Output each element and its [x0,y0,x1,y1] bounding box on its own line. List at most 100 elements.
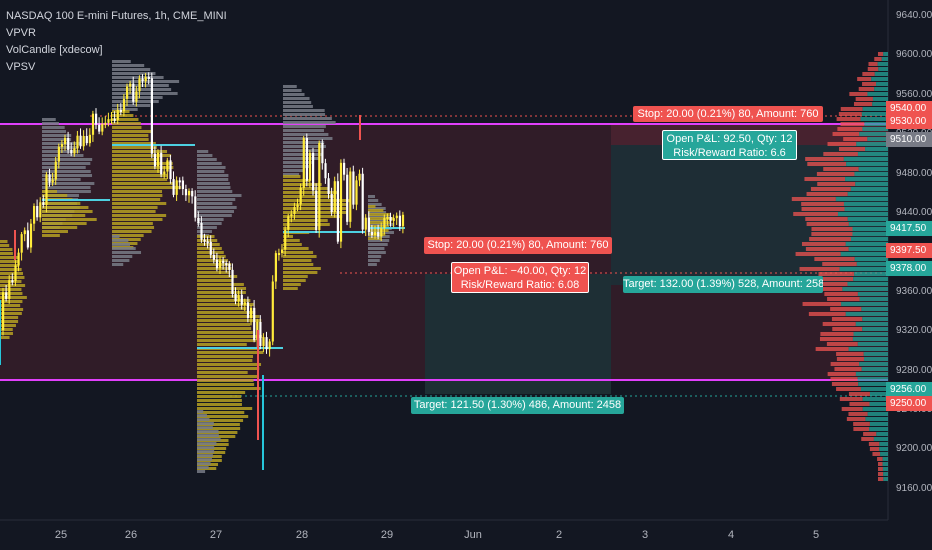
volume-bar [0,300,23,303]
candle-body [98,124,101,132]
symbol-title[interactable]: NASDAQ 100 E-mini Futures, 1h, CME_MINI [6,10,227,22]
volume-bar [197,259,229,262]
vpvr-down-bar [853,422,870,426]
volume-bar [197,450,215,453]
candle-body [51,179,54,183]
stop-label-2[interactable]: Stop: 20.00 (0.21%) 80, Amount: 760 [424,237,612,254]
volume-bar [197,271,231,274]
volume-bar [283,275,308,278]
volume-bar [112,210,156,213]
candle-body [20,234,23,253]
volume-bar [0,328,13,331]
candle-body [153,153,157,167]
price-tick: 9160.00 [896,482,932,494]
vpvr-up-bar [835,197,888,201]
volume-bar [0,336,10,339]
pnl-box-1[interactable]: Open P&L: 92.50, Qty: 12 Risk/Reward Rat… [662,130,797,160]
price-tag: 9378.00 [886,261,932,276]
volume-bar [283,129,324,132]
candle-body [333,181,336,213]
volume-bar [112,259,130,262]
pnl-box-2[interactable]: Open P&L: −40.00, Qty: 12 Risk/Reward Ra… [451,262,589,293]
vpvr-up-bar [862,317,888,321]
volume-bar [368,255,382,258]
indicator-vpvr[interactable]: VPVR [6,27,36,39]
volume-bar [42,214,86,217]
volume-bar [42,138,72,141]
volume-bar [197,194,242,197]
vpvr-down-bar [801,202,844,206]
candle-body [29,223,33,248]
vpvr-down-bar [823,152,858,156]
candle-body [386,216,389,219]
candle-body [5,292,8,299]
vpvr-down-bar [862,82,877,86]
vpvr-up-bar [842,287,888,291]
volume-bar [283,243,302,246]
volume-bar [197,279,233,282]
vpvr-down-bar [802,302,842,306]
target-label-2[interactable]: Target: 121.50 (1.30%) 486, Amount: 2458 [411,397,624,414]
vpvr-up-bar [874,87,888,91]
vpvr-down-bar [836,352,864,356]
vpvr-up-bar [857,152,888,156]
volume-bar [197,150,209,153]
volume-bar [197,166,226,169]
price-tick: 9600.00 [896,49,932,61]
indicator-volcandle[interactable]: VolCandle [xdecow] [6,44,103,56]
volume-bar [368,217,395,220]
vpvr-up-bar [856,262,888,266]
volume-bar [112,88,172,91]
volume-bar [112,243,131,246]
vpvr-up-bar [862,407,888,411]
vpvr-down-bar [831,382,859,386]
candle-body [346,174,349,222]
vpvr-down-bar [818,272,855,276]
indicator-vpsv[interactable]: VPSV [6,61,36,73]
volume-bar [42,146,79,149]
volume-bar [283,227,317,230]
vpvr-up-bar [848,222,888,226]
volume-bar [112,92,178,95]
price-tag: 9397.50 [886,243,932,258]
volume-bar [368,219,388,222]
volume-bar [42,206,89,209]
volume-bar [112,194,163,197]
vpvr-up-bar [853,332,888,336]
volume-bar [283,183,322,186]
vpvr-down-bar [809,237,851,241]
volume-bar [112,202,167,205]
volume-bar [197,446,215,449]
candle-body [200,223,203,240]
candle-body [150,78,153,154]
candle-body [231,269,234,294]
vpvr-up-bar [863,352,888,356]
volume-bar [368,211,387,214]
candle-body [262,337,265,346]
volume-bar [112,235,120,238]
vpvr-up-bar [874,72,888,76]
volume-bar [197,387,261,390]
volume-bar [283,109,325,112]
volume-bar [112,134,149,137]
stop-label-1[interactable]: Stop: 20.00 (0.21%) 80, Amount: 760 [633,106,823,122]
volume-bar [42,226,78,229]
vpvr-down-bar [849,92,868,96]
candle-body [116,109,119,121]
candle-body [228,263,231,270]
volume-bar [197,291,246,294]
volume-bar [197,299,251,302]
time-tick: 27 [209,529,223,541]
vpvr-up-bar [883,472,888,476]
volume-bar [197,359,253,362]
volume-bar [0,268,22,271]
vpvr-down-bar [878,477,884,481]
candle-body [383,218,386,229]
target-label-1[interactable]: Target: 132.00 (1.39%) 528, Amount: 2584 [623,276,823,293]
price-tag: 9510.00 [886,132,932,147]
vpvr-down-bar [878,467,883,471]
candle-body [67,137,70,150]
volume-bar [368,239,390,242]
candle-body [60,144,64,147]
vpvr-down-bar [839,147,866,151]
